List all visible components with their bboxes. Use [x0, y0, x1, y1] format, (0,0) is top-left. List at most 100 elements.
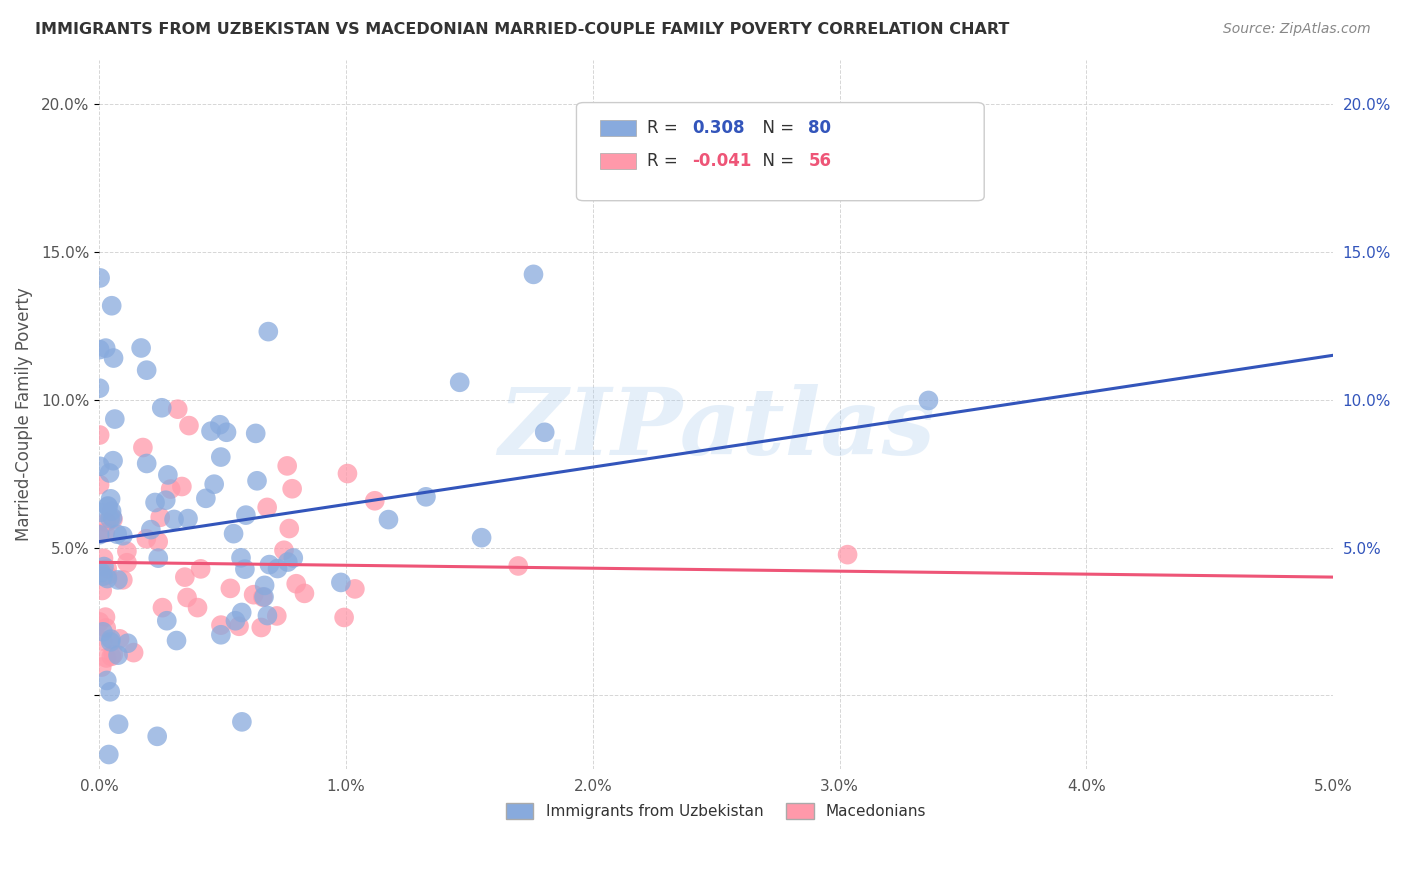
Point: [170, 479, 193, 493]
Point: [155, 493, 177, 508]
Point: [329, 575, 352, 590]
Point: [100, 649, 122, 664]
Point: [94, 341, 117, 355]
Text: N =: N =: [752, 152, 800, 169]
Text: 56: 56: [808, 152, 831, 169]
Point: [176, 591, 198, 605]
Point: [97, 499, 120, 513]
Point: [152, 600, 174, 615]
Point: [91, 583, 114, 598]
Point: [122, 646, 145, 660]
Point: [166, 402, 188, 417]
Point: [96, 572, 118, 586]
Text: N =: N =: [752, 119, 800, 136]
Point: [522, 268, 544, 282]
Point: [276, 458, 298, 473]
Point: [156, 467, 179, 482]
Point: [242, 588, 264, 602]
Text: R =: R =: [647, 119, 683, 136]
Point: [209, 450, 232, 464]
Text: 80: 80: [808, 119, 831, 136]
Point: [97, 500, 120, 514]
Point: [229, 550, 252, 565]
Legend: Immigrants from Uzbekistan, Macedonians: Immigrants from Uzbekistan, Macedonians: [499, 797, 932, 825]
Point: [105, 527, 128, 541]
Point: [135, 457, 157, 471]
Point: [245, 426, 267, 441]
Point: [283, 550, 305, 565]
Point: [148, 534, 170, 549]
Point: [415, 490, 437, 504]
Point: [252, 590, 274, 604]
Point: [186, 600, 208, 615]
Point: [917, 393, 939, 408]
Point: [273, 543, 295, 558]
Point: [177, 418, 200, 433]
Point: [209, 628, 232, 642]
Y-axis label: Married-Couple Family Poverty: Married-Couple Family Poverty: [15, 287, 32, 541]
Point: [91, 624, 114, 639]
Point: [107, 573, 129, 587]
Point: [117, 636, 139, 650]
Point: [285, 576, 308, 591]
Point: [101, 453, 124, 467]
Point: [89, 381, 111, 395]
Point: [98, 466, 121, 480]
Text: IMMIGRANTS FROM UZBEKISTAN VS MACEDONIAN MARRIED-COUPLE FAMILY POVERTY CORRELATI: IMMIGRANTS FROM UZBEKISTAN VS MACEDONIAN…: [35, 22, 1010, 37]
Point: [143, 495, 166, 509]
Point: [163, 512, 186, 526]
Point: [97, 747, 120, 762]
Point: [250, 620, 273, 634]
Point: [94, 525, 117, 540]
Point: [471, 531, 494, 545]
Point: [89, 428, 111, 442]
Point: [278, 522, 301, 536]
Point: [89, 477, 111, 491]
Point: [146, 729, 169, 743]
Point: [246, 474, 269, 488]
Point: [837, 548, 859, 562]
Point: [215, 425, 238, 440]
Point: [194, 491, 217, 506]
Point: [103, 648, 125, 662]
Point: [135, 363, 157, 377]
Point: [333, 610, 356, 624]
Point: [508, 558, 530, 573]
Point: [148, 551, 170, 566]
Point: [224, 614, 246, 628]
Point: [93, 559, 115, 574]
Point: [177, 511, 200, 525]
Point: [149, 510, 172, 524]
Point: [266, 609, 288, 624]
Point: [100, 635, 122, 649]
Point: [156, 614, 179, 628]
Point: [104, 412, 127, 426]
Point: [222, 526, 245, 541]
Point: [91, 569, 114, 583]
Point: [96, 568, 118, 582]
Point: [96, 515, 118, 529]
Point: [129, 341, 152, 355]
Point: [159, 482, 181, 496]
Point: [94, 610, 117, 624]
Point: [257, 325, 280, 339]
Point: [96, 562, 118, 576]
Point: [256, 608, 278, 623]
Point: [98, 512, 121, 526]
Point: [256, 500, 278, 515]
Text: Source: ZipAtlas.com: Source: ZipAtlas.com: [1223, 22, 1371, 37]
Point: [253, 590, 276, 604]
Point: [91, 634, 114, 648]
Point: [96, 621, 118, 635]
Point: [115, 544, 138, 558]
Text: ZIPatlas: ZIPatlas: [498, 384, 935, 474]
Point: [449, 376, 471, 390]
Point: [533, 425, 555, 440]
Point: [100, 299, 122, 313]
Point: [150, 401, 173, 415]
Point: [101, 510, 124, 524]
Point: [98, 685, 121, 699]
Point: [107, 648, 129, 662]
Point: [90, 660, 112, 674]
Point: [111, 573, 134, 587]
